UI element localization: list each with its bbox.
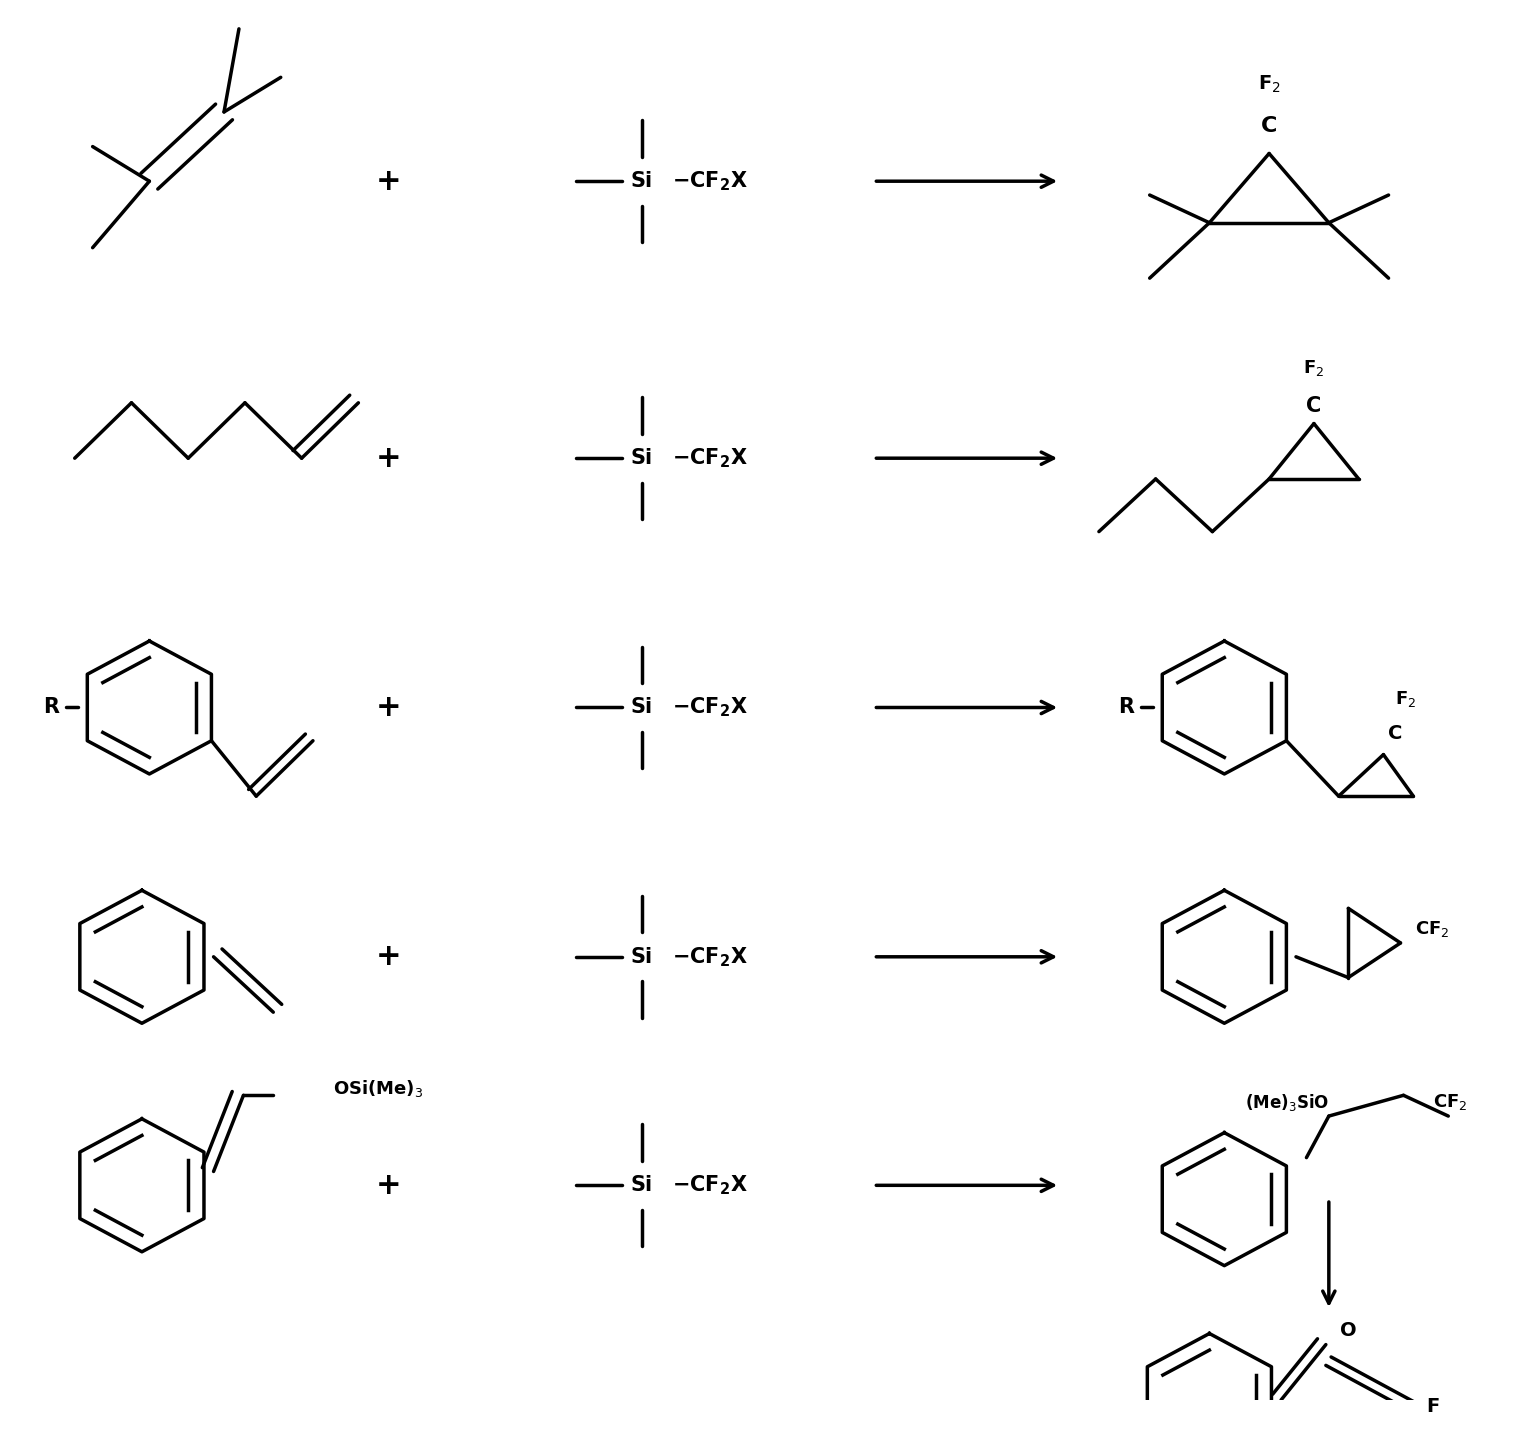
Text: O: O <box>1340 1321 1357 1340</box>
Text: Si: Si <box>631 448 653 468</box>
Text: R: R <box>1118 698 1133 718</box>
Text: Si: Si <box>631 698 653 718</box>
Text: +: + <box>376 443 401 473</box>
Text: $\mathbf{-CF_2X}$: $\mathbf{-CF_2X}$ <box>672 169 748 193</box>
Text: +: + <box>376 1171 401 1200</box>
Text: (Me)$_3$SiO: (Me)$_3$SiO <box>1244 1091 1330 1113</box>
Text: $\mathbf{-CF_2X}$: $\mathbf{-CF_2X}$ <box>672 945 748 968</box>
Text: F$_2$: F$_2$ <box>1304 358 1325 378</box>
Text: C: C <box>1261 116 1278 136</box>
Text: +: + <box>376 942 401 971</box>
Text: F$_2$: F$_2$ <box>1395 689 1416 709</box>
Text: C: C <box>1307 396 1322 416</box>
Text: R: R <box>43 698 59 718</box>
Text: C: C <box>1387 725 1403 744</box>
Text: F$_2$: F$_2$ <box>1258 73 1281 94</box>
Text: $\mathbf{-CF_2X}$: $\mathbf{-CF_2X}$ <box>672 446 748 470</box>
Text: Si: Si <box>631 1175 653 1195</box>
Text: Si: Si <box>631 947 653 967</box>
Text: $\mathbf{-CF_2X}$: $\mathbf{-CF_2X}$ <box>672 696 748 719</box>
Text: OSi(Me)$_3$: OSi(Me)$_3$ <box>334 1078 423 1098</box>
Text: +: + <box>376 167 401 196</box>
Text: +: + <box>376 694 401 722</box>
Text: $\mathbf{-CF_2X}$: $\mathbf{-CF_2X}$ <box>672 1174 748 1197</box>
Text: CF$_2$: CF$_2$ <box>1415 919 1450 940</box>
Text: CF$_2$: CF$_2$ <box>1433 1093 1468 1113</box>
Text: F: F <box>1427 1397 1439 1417</box>
Text: Si: Si <box>631 172 653 192</box>
